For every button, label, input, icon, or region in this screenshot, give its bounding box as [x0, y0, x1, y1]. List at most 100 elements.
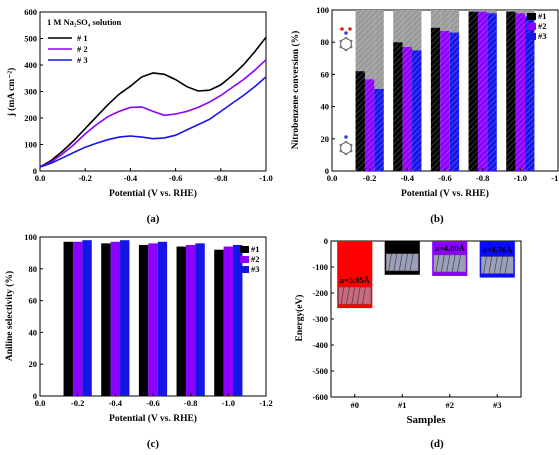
x-axis-label: Samples: [406, 414, 446, 426]
legend-label-#2: #2: [538, 21, 547, 31]
panel-label: (a): [147, 213, 160, 225]
aniline-icon-atom: [344, 152, 348, 156]
y-axis-label: j (mA cm⁻²): [6, 68, 17, 117]
legend-swatch-#2: [240, 256, 249, 263]
y-tick-label: 0: [33, 166, 37, 176]
bar-#3: [120, 240, 130, 396]
x-tick-label: 0.0: [35, 173, 46, 183]
bar-#1: [101, 243, 111, 396]
x-axis-label: Potential (V vs. RHE): [109, 188, 197, 199]
x-tick-label: #0: [351, 400, 360, 410]
structure-line: [441, 254, 445, 272]
nitrobenzene-icon-atom: [349, 39, 353, 43]
series-line-2: [39, 59, 267, 168]
x-tick-label: -0.4: [401, 173, 415, 183]
structure-line: [483, 256, 487, 274]
structure-line: [351, 287, 356, 305]
x-tick-label: -0.2: [71, 398, 84, 408]
bar-#2: [223, 246, 234, 396]
x-tick-label: #3: [493, 400, 502, 410]
y-tick-label: -200: [312, 288, 328, 298]
legend-swatch-#3: [527, 33, 536, 40]
x-tick-label: -0.4: [109, 398, 123, 408]
x-tick-label: -1.0: [222, 398, 235, 408]
bar-value-label: -140.6: [486, 326, 510, 336]
structure-line: [457, 254, 461, 272]
y-tick-label: 80: [29, 264, 38, 274]
y-tick-label: 20: [321, 134, 330, 144]
chart-panel-b: 0.0 -0.2 -0.4 -0.6 -0.8 -1.0 -1.2 0 20 40 60 80 100 #…: [290, 5, 559, 225]
structure-line: [388, 253, 392, 271]
lattice-annotation: a=3.95Å: [340, 275, 371, 285]
bar-hatch: [468, 10, 478, 171]
y-tick-label: -500: [312, 366, 328, 376]
aniline-icon-atom: [344, 140, 348, 144]
y-tick-label: 60: [321, 69, 330, 79]
y-tick-label: 500: [24, 34, 37, 44]
legend-label-#3: #3: [251, 264, 260, 274]
bar-hatch: [515, 10, 526, 171]
legend-label-#1: #1: [251, 244, 260, 254]
bar-#3: [195, 243, 205, 396]
legend-label-#3: #3: [538, 31, 547, 41]
bar-value-label: -258.1: [343, 356, 367, 366]
x-tick-label: -0.8: [184, 398, 197, 408]
x-tick-label: 0.0: [35, 398, 46, 408]
y-tick-label: 300: [24, 87, 37, 97]
electrolyte-annotation: 1 M Na₂SO₄ solution: [47, 17, 122, 27]
structure-line: [398, 253, 403, 271]
bar-hatch: [440, 10, 450, 171]
aniline-icon-atom: [339, 143, 343, 147]
legend-label-1: # 1: [77, 33, 88, 43]
chart-panel-c: 0.0 -0.2 -0.4 -0.6 -0.8 -1.0 -1.2 0 20 40 60 80 100 #…: [4, 232, 273, 450]
aniline-icon-atom: [339, 149, 343, 153]
structure-line: [435, 254, 440, 272]
nitrobenzene-icon-atom: [349, 45, 353, 49]
bar-#1: [214, 249, 224, 396]
x-tick-label: -1.0: [259, 173, 272, 183]
bar-#3: [233, 244, 243, 396]
y-tick-label: 40: [29, 327, 38, 337]
bar-#1: [176, 246, 186, 396]
structure-line: [446, 254, 451, 272]
y-tick-label: -300: [312, 314, 328, 324]
chart-panel-a: 0.0 -0.2 -0.4 -0.6 -0.8 -1.0 0 100 200 300 400 500 6…: [6, 7, 273, 225]
nitrobenzene-icon-n: [344, 31, 348, 35]
bar-hatch: [355, 10, 365, 171]
bar-#2: [185, 244, 196, 396]
bar-hatch: [487, 10, 497, 171]
legend-swatch-#1: [240, 246, 249, 253]
nitrobenzene-icon-atom: [344, 36, 348, 40]
y-tick-label: 600: [24, 7, 37, 17]
panel-label: (b): [430, 213, 444, 225]
x-tick-label: #1: [398, 400, 407, 410]
structure-line: [409, 253, 414, 271]
lattice-annotation: a=4.86Å: [387, 242, 418, 252]
x-axis-label: Potential (V vs. RHE): [109, 413, 197, 424]
structure-line: [504, 256, 509, 274]
bar-value-label: -134.4: [438, 324, 462, 334]
aniline-icon-atom: [349, 143, 353, 147]
bar-hatch: [402, 10, 413, 171]
structure-line: [393, 253, 398, 271]
structure-line: [488, 256, 493, 274]
nitrobenzene-icon-atom: [339, 39, 343, 43]
y-tick-label: 0: [33, 391, 37, 401]
bar-value-label: -129.9: [391, 323, 415, 333]
bar-#3: [82, 240, 92, 396]
series-line-1: [39, 36, 267, 168]
x-tick-label: -0.6: [146, 398, 159, 408]
structure-line: [340, 287, 345, 305]
y-tick-label: 80: [321, 37, 330, 47]
legend-label-#1: #1: [538, 11, 547, 21]
legend-label-2: # 2: [77, 44, 88, 54]
bar-hatch: [364, 10, 375, 171]
series-line-3: [39, 76, 267, 168]
bar-#3: [157, 241, 168, 396]
structure-line: [493, 256, 498, 274]
structure-line: [362, 287, 366, 305]
bar-hatch: [449, 10, 460, 171]
plot-frame: [39, 11, 267, 172]
y-tick-label: 100: [316, 5, 329, 15]
